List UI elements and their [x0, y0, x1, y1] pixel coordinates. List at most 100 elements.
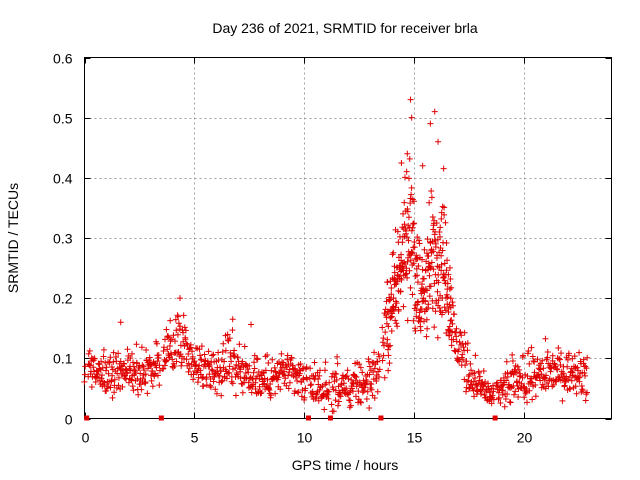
data-point	[419, 256, 426, 263]
data-point	[435, 138, 442, 145]
data-point	[397, 288, 404, 295]
data-point	[578, 382, 585, 389]
data-point	[366, 404, 373, 411]
data-point	[218, 378, 225, 385]
data-point	[265, 359, 272, 366]
data-point	[315, 375, 322, 382]
data-point	[426, 293, 433, 300]
data-point	[421, 246, 428, 253]
data-point	[399, 264, 406, 271]
data-point	[362, 384, 369, 391]
data-point	[520, 352, 527, 359]
chart-title: Day 236 of 2021, SRMTID for receiver brl…	[212, 20, 478, 36]
data-point	[428, 194, 435, 201]
data-point	[436, 249, 443, 256]
data-point	[408, 227, 415, 234]
data-point	[472, 352, 479, 359]
data-point	[284, 352, 291, 359]
data-point	[464, 340, 471, 347]
data-point	[267, 381, 274, 388]
data-point	[102, 367, 109, 374]
data-point	[514, 363, 521, 370]
data-point	[134, 375, 141, 382]
data-point	[194, 379, 201, 386]
data-point	[100, 353, 107, 360]
data-point	[302, 385, 309, 392]
data-point	[390, 295, 397, 302]
data-point	[203, 381, 210, 388]
data-point	[582, 397, 589, 404]
data-point	[359, 369, 366, 376]
data-point	[410, 198, 417, 205]
data-point	[584, 354, 591, 361]
data-point	[207, 384, 214, 391]
data-point	[189, 353, 196, 360]
data-point	[187, 341, 194, 348]
data-point	[441, 260, 448, 267]
data-point	[438, 267, 445, 274]
data-point	[561, 382, 568, 389]
data-point	[456, 358, 463, 365]
data-point	[229, 316, 236, 323]
data-point	[435, 297, 442, 304]
data-point	[503, 377, 510, 384]
data-point	[220, 340, 227, 347]
data-point	[502, 396, 509, 403]
data-point	[357, 381, 364, 388]
data-point	[583, 365, 590, 372]
data-point	[448, 317, 455, 324]
data-point	[422, 297, 429, 304]
data-point	[228, 358, 235, 365]
data-point	[427, 120, 434, 127]
x-tick-label: 20	[517, 430, 533, 446]
data-point	[285, 372, 292, 379]
data-point	[298, 393, 305, 400]
data-point	[307, 365, 314, 372]
data-point	[334, 402, 341, 409]
data-point	[111, 389, 118, 396]
data-point	[243, 361, 250, 368]
data-point	[209, 352, 216, 359]
data-point	[254, 356, 261, 363]
data-point	[537, 377, 544, 384]
data-point	[423, 333, 430, 340]
data-point	[197, 367, 204, 374]
data-point	[509, 358, 516, 365]
data-point	[382, 329, 389, 336]
data-point	[445, 271, 452, 278]
data-point	[374, 358, 381, 365]
data-point	[189, 348, 196, 355]
y-tick-label: 0.5	[53, 111, 73, 127]
data-point	[513, 369, 520, 376]
data-point	[185, 360, 192, 367]
data-point	[446, 264, 453, 271]
data-point	[130, 387, 137, 394]
data-point	[542, 335, 549, 342]
data-point	[130, 363, 137, 370]
data-point	[111, 376, 118, 383]
data-point	[129, 350, 136, 357]
data-point	[360, 387, 367, 394]
data-point	[462, 362, 469, 369]
data-point	[556, 356, 563, 363]
data-point	[241, 343, 248, 350]
data-point	[461, 329, 468, 336]
data-point	[271, 364, 278, 371]
data-point	[398, 251, 405, 258]
data-point	[365, 358, 372, 365]
data-point	[401, 233, 408, 240]
data-point	[210, 351, 217, 358]
data-point	[571, 353, 578, 360]
data-point	[467, 360, 474, 367]
gap-markers	[84, 415, 498, 421]
data-point	[109, 372, 116, 379]
data-point	[564, 356, 571, 363]
data-point	[217, 367, 224, 374]
data-point	[490, 388, 497, 395]
data-point	[447, 317, 454, 324]
data-point	[480, 383, 487, 390]
data-point	[468, 367, 475, 374]
data-point	[216, 373, 223, 380]
data-point	[307, 382, 314, 389]
